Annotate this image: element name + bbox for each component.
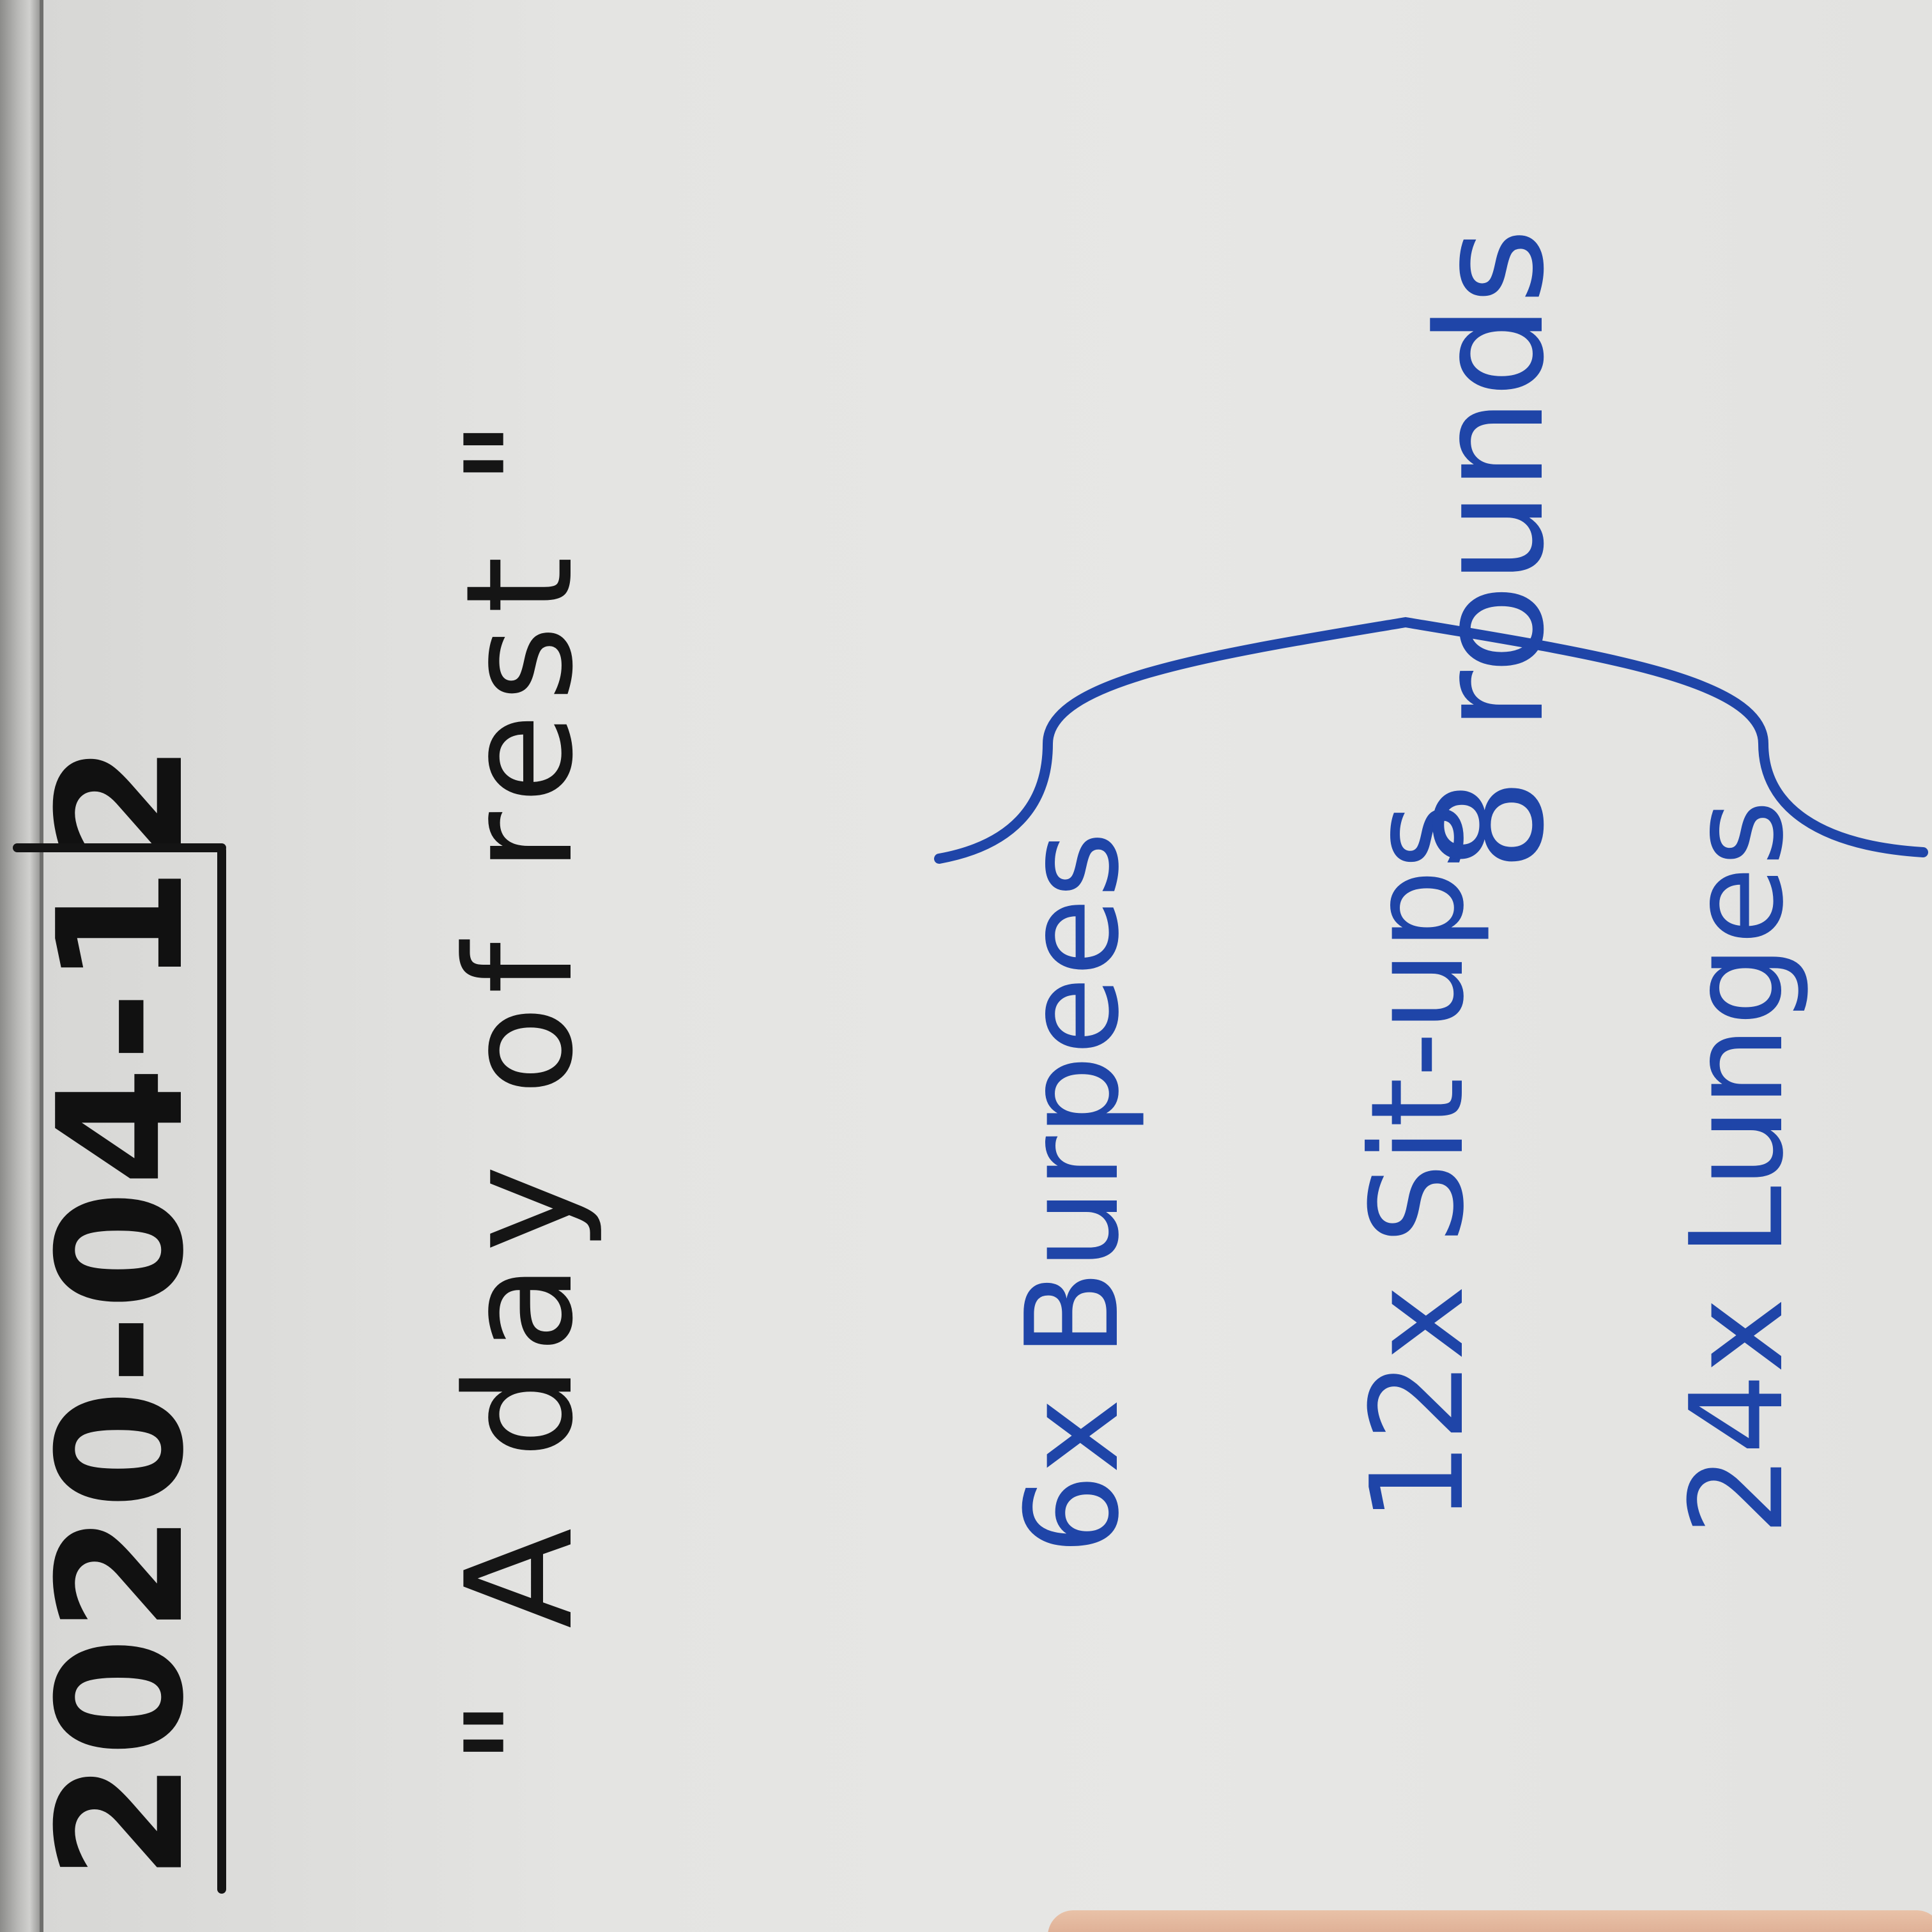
exercise-burpees: 6x Burpees xyxy=(999,831,1147,1555)
exercise-situps: 12x Sit-ups xyxy=(1344,802,1492,1523)
exercise-lunges: 24x Lunges xyxy=(1663,799,1812,1536)
whiteboard-frame xyxy=(0,0,40,1932)
date-underline xyxy=(217,846,226,1894)
whiteboard-frame-edge xyxy=(40,0,43,1932)
date-heading: 2020-04-12 xyxy=(20,739,222,1881)
quote-text: " A day of rest " xyxy=(435,407,606,1766)
date-underline-tick xyxy=(13,843,226,852)
finger-edge xyxy=(1048,1910,1932,1932)
rounds-label: 8 rounds xyxy=(1406,227,1577,871)
